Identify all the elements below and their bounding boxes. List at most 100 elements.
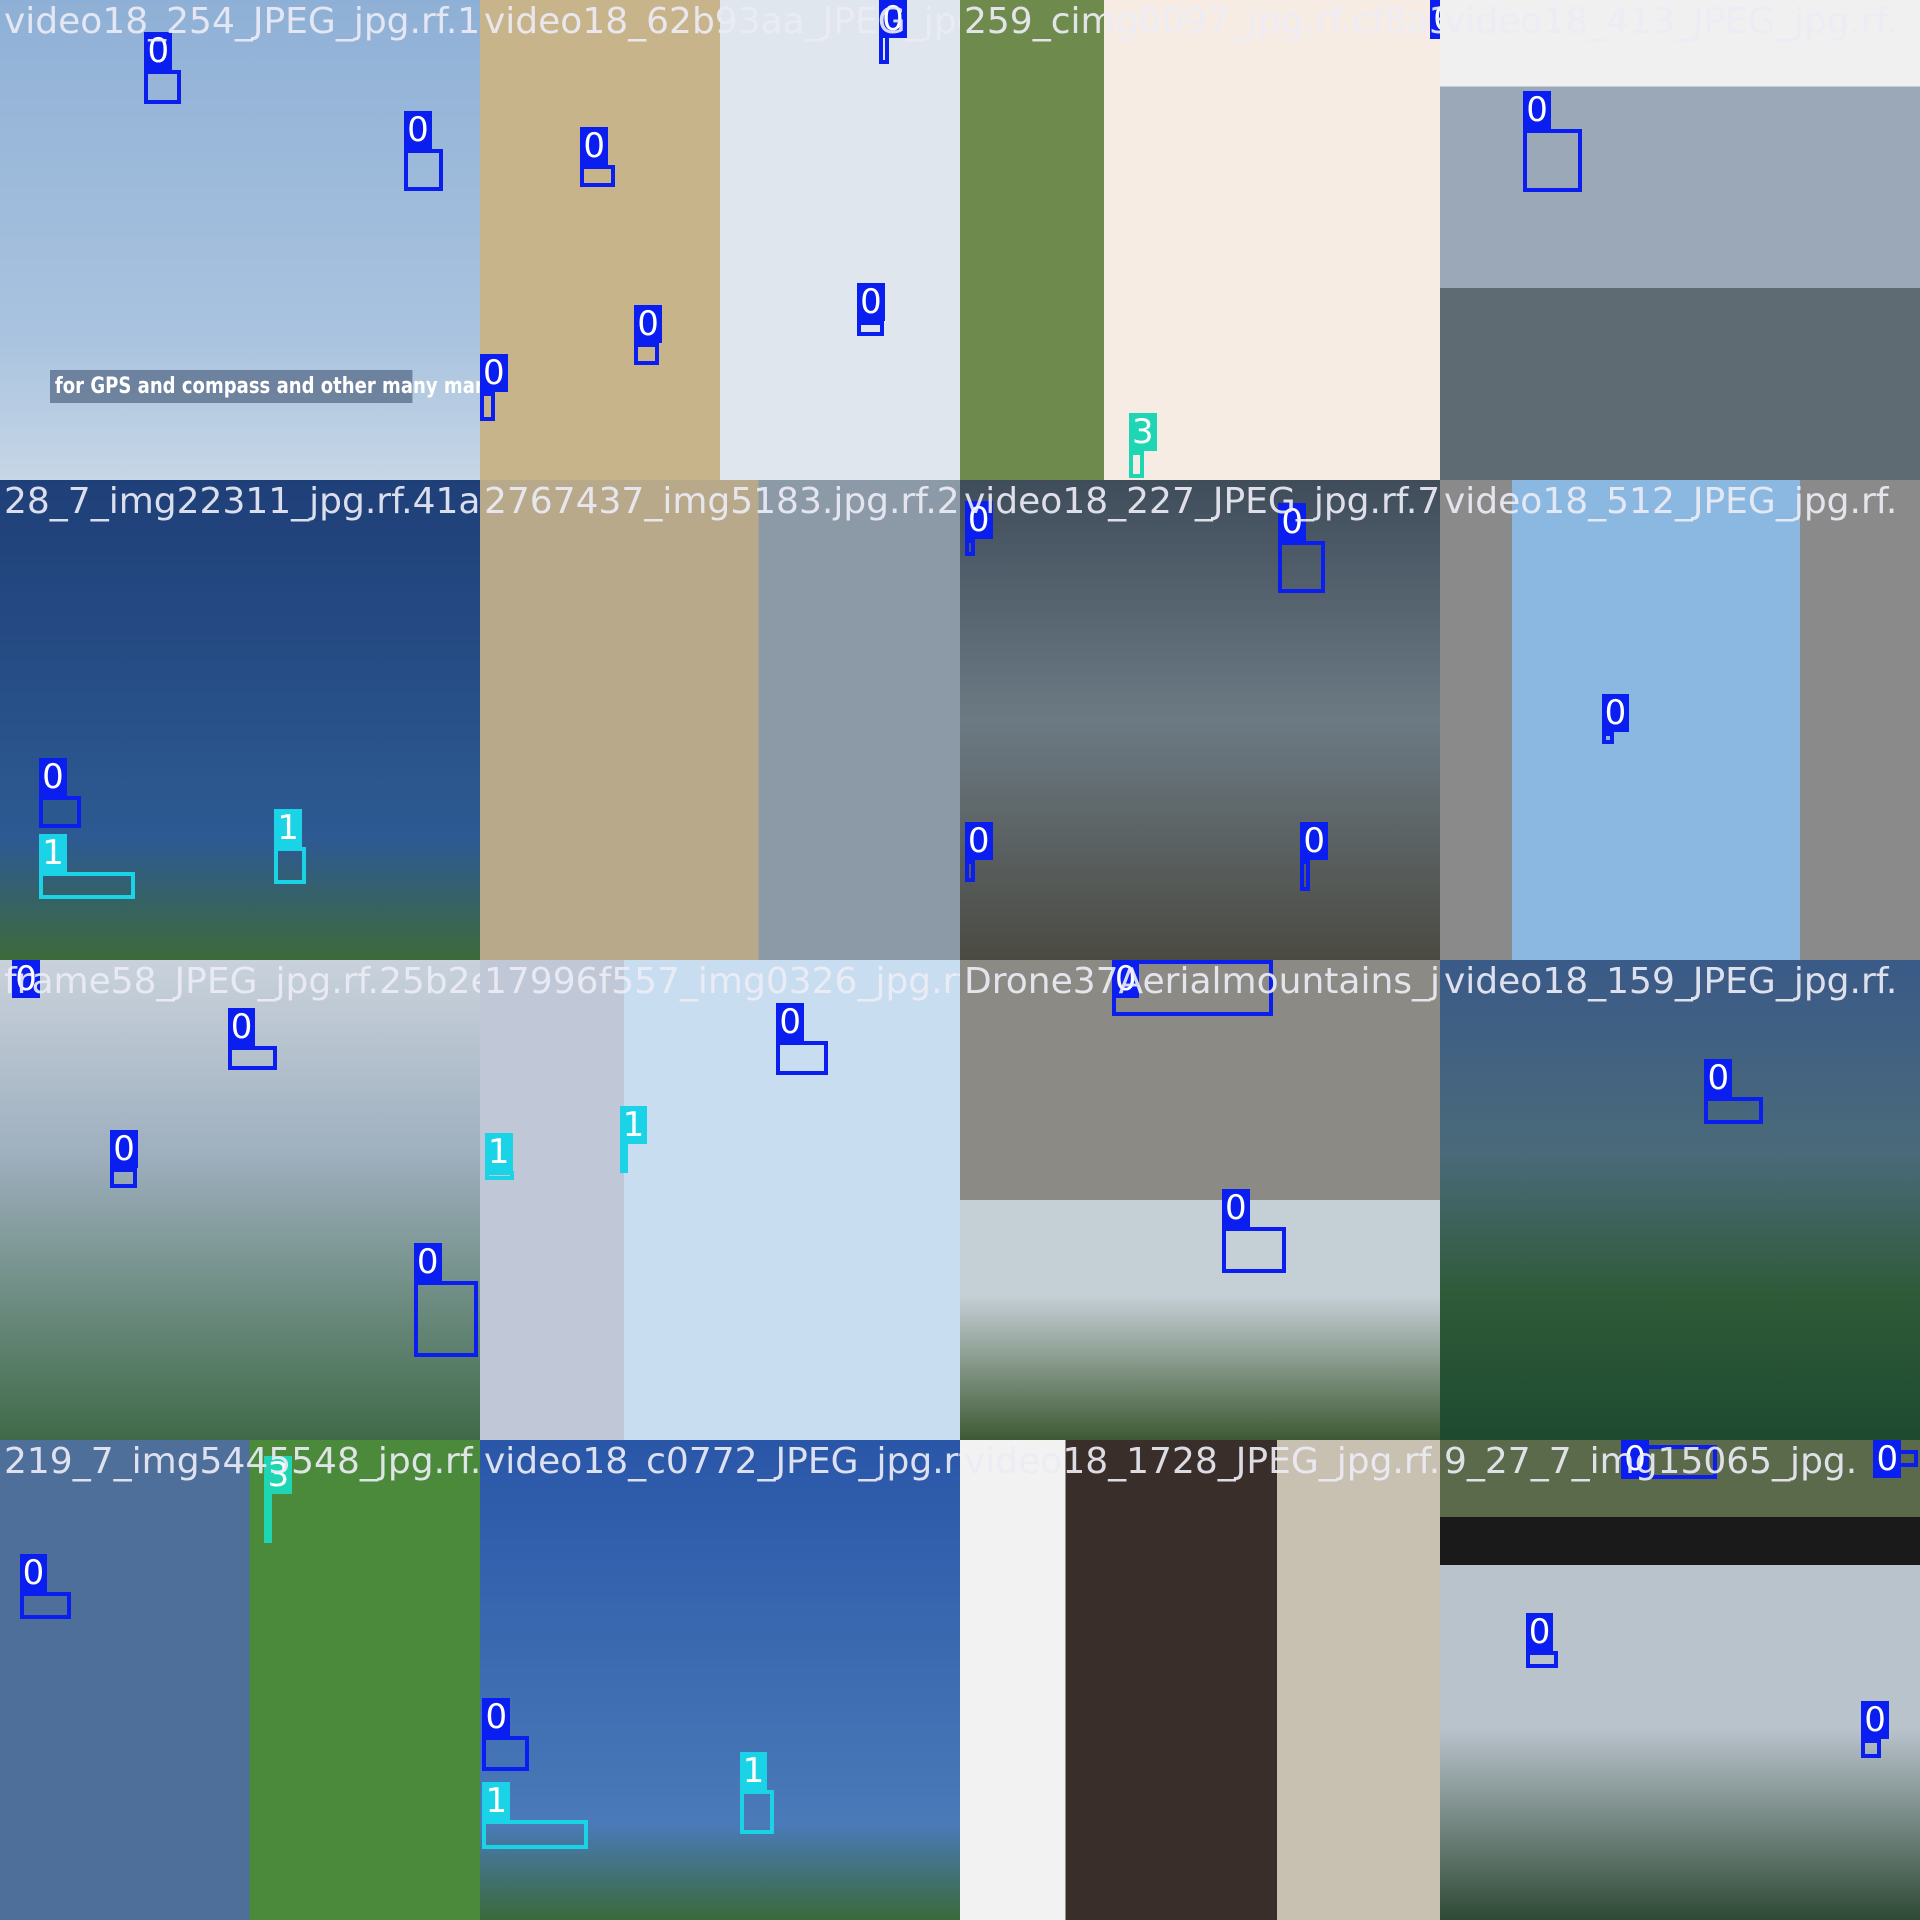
bounding-box (482, 1819, 588, 1849)
box-label: 0 (1278, 503, 1306, 542)
box-label: 0 (879, 0, 907, 38)
bounding-box (619, 1143, 628, 1174)
image-filename: 219_7_img5445548_jpg.rf.4 (4, 1441, 480, 1482)
bounding-box (1128, 450, 1144, 478)
box-label: 0 (19, 1553, 48, 1592)
box-label: 0 (1523, 90, 1551, 129)
box-label: 1 (619, 1105, 648, 1144)
box-label: 0 (1111, 960, 1140, 998)
bounding-box (144, 69, 182, 105)
box-label: 0 (776, 1002, 804, 1041)
image-filename: Drone37Aerialmountains_jpg.rf.9b5 (964, 961, 1440, 1002)
box-label: 0 (227, 1007, 256, 1046)
mosaic-tile: 0 video18_413_JPEG_jpg.rf. (1440, 0, 1920, 480)
mosaic-tile: 0 video18_512_JPEG_jpg.rf. (1440, 480, 1920, 960)
bounding-box (39, 871, 135, 899)
box-label: 0 (1430, 0, 1440, 38)
box-label: 1 (484, 1132, 513, 1171)
bounding-box (580, 165, 615, 188)
mosaic-tile: 0 0 0 0 frame58_JPEG_jpg.rf.25b2e (0, 960, 480, 1440)
image-filename: video18_159_JPEG_jpg.rf. (1444, 961, 1898, 1002)
image-filename: 259_cimg0097_jpg.rf.cf8a3 (964, 1, 1440, 42)
box-label: 0 (1704, 1059, 1733, 1098)
mosaic-tile: for GPS and compass and other many many … (0, 0, 480, 480)
box-label: 0 (482, 1698, 511, 1737)
box-label: 0 (404, 111, 432, 150)
box-label: 0 (1621, 1440, 1649, 1478)
box-label: 0 (964, 500, 993, 539)
box-label: 0 (634, 304, 662, 343)
image-filename: frame58_JPEG_jpg.rf.25b2e (4, 961, 480, 1002)
box-label: 0 (480, 353, 508, 392)
mosaic-tile: 3 0 219_7_img5445548_jpg.rf.4 (0, 1440, 480, 1920)
bounding-box (482, 1736, 529, 1771)
box-label: 0 (857, 282, 885, 321)
box-label: 1 (274, 809, 302, 848)
box-label: 0 (1525, 1612, 1554, 1651)
bounding-box (484, 1170, 515, 1181)
box-label: 3 (264, 1455, 293, 1494)
image-filename: 28_7_img22311_jpg.rf.41aa (4, 481, 480, 522)
bounding-box (634, 342, 659, 365)
mosaic-tile: 3 0259_cimg0097_jpg.rf.cf8a3 (960, 0, 1440, 480)
box-label: 0 (1861, 1700, 1889, 1739)
image-filename: video18_1728_JPEG_jpg.rf.9 (964, 1441, 1440, 1482)
bounding-box (964, 859, 975, 882)
mosaic-tile: 0 0 0 0 9_27_7_img15065_jpg. (1440, 1440, 1920, 1920)
box-label: 3 (1128, 412, 1157, 451)
bounding-box (227, 1045, 277, 1071)
image-filename: video18_254_JPEG_jpg.rf.19 (4, 1, 480, 42)
bounding-box (1222, 1226, 1286, 1274)
image-filename: 9_27_7_img15065_jpg. (1444, 1441, 1858, 1482)
bounding-box (1300, 859, 1311, 892)
bounding-box (1601, 732, 1614, 745)
box-label: 0 (39, 757, 67, 796)
bounding-box (739, 1790, 774, 1835)
box-label: 0 (144, 31, 173, 70)
bounding-box (413, 1280, 478, 1357)
mosaic-tile: 2767437_img5183.jpg.rf.2e26fe (480, 480, 960, 960)
bounding-box (1704, 1097, 1764, 1125)
bounding-box (1523, 128, 1583, 193)
bounding-box (964, 538, 975, 556)
bounding-box (1278, 541, 1325, 593)
bounding-box (776, 1040, 828, 1076)
image-filename: video18_c0772_JPEG_jpg.rf. (484, 1441, 960, 1482)
box-label: 0 (1300, 821, 1329, 860)
box-label: 1 (739, 1752, 768, 1791)
bounding-box (274, 847, 307, 885)
image-filename: video18_512_JPEG_jpg.rf. (1444, 481, 1898, 522)
box-label: 0 (1873, 1440, 1902, 1478)
box-label: 1 (39, 833, 67, 872)
bounding-box (1861, 1738, 1881, 1759)
bounding-box (264, 1493, 273, 1543)
box-label: 0 (1222, 1188, 1250, 1227)
mosaic-tile: 0 1 1 28_7_img22311_jpg.rf.41aa (0, 480, 480, 960)
mosaic-tile: 1 1 0 17996f557_img0326_jpg.rf. (480, 960, 960, 1440)
bounding-box (110, 1168, 138, 1188)
box-label: 0 (12, 960, 40, 998)
box-label: 0 (413, 1242, 442, 1281)
mosaic-tile: 0 1 1 video18_c0772_JPEG_jpg.rf. (480, 1440, 960, 1920)
overlay-text: for GPS and compass and other many many … (50, 370, 480, 403)
image-filename: video18_227_JPEG_jpg.rf.70 (964, 481, 1440, 522)
image-filename: 2767437_img5183.jpg.rf.2e26fe (484, 481, 960, 522)
bounding-box (480, 391, 495, 422)
bounding-box (857, 320, 885, 336)
bounding-box (1525, 1650, 1558, 1668)
bounding-box (404, 149, 444, 191)
mosaic-tile: 0 video18_159_JPEG_jpg.rf. (1440, 960, 1920, 1440)
image-filename: video18_62b93aa_JPEG_jpg.rf.0859 (484, 1, 960, 42)
mosaic-tile: video18_1728_JPEG_jpg.rf.9 (960, 1440, 1440, 1920)
box-label: 0 (1601, 694, 1630, 733)
box-label: 1 (482, 1781, 511, 1820)
box-label: 0 (580, 127, 609, 166)
box-label: 0 (964, 821, 993, 860)
bounding-box (19, 1591, 71, 1619)
box-label: 0 (110, 1130, 138, 1169)
image-filename: video18_413_JPEG_jpg.rf. (1444, 1, 1898, 42)
mosaic-tile: 0 0 0 0 video18_227_JPEG_jpg.rf.70 (960, 480, 1440, 960)
